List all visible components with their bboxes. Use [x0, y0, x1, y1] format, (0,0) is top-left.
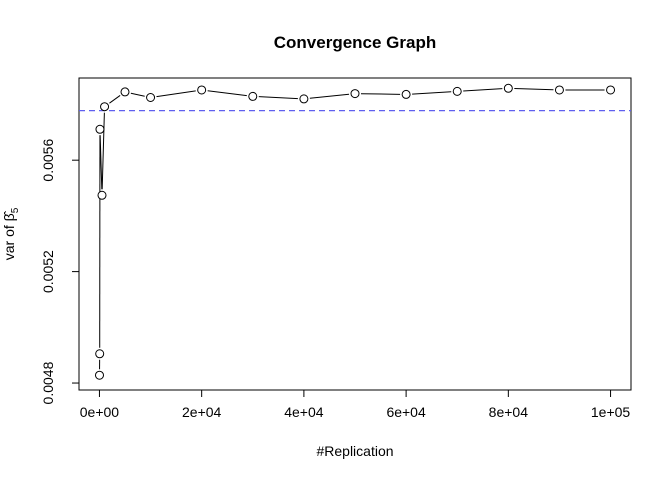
data-point [97, 190, 107, 200]
y-tick-label: 0.0052 [40, 250, 56, 293]
series-segment [258, 96, 298, 100]
x-tick-label: 4e+04 [284, 404, 324, 420]
data-point [248, 91, 258, 101]
y-axis-title-subscript: 5 [10, 207, 21, 213]
data-point [94, 370, 104, 380]
series-segment [309, 93, 350, 99]
x-tick-label: 0e+00 [80, 404, 120, 420]
x-tick-label: 6e+04 [386, 404, 426, 420]
y-axis-title: var of β̂5 [1, 207, 21, 260]
x-tick-label: 8e+04 [489, 404, 529, 420]
data-point [503, 83, 513, 93]
y-tick-label: 0.0056 [40, 139, 56, 182]
series-segment [101, 112, 105, 190]
series-segment [109, 95, 121, 104]
series-segment [130, 92, 145, 97]
series-segment [514, 88, 554, 91]
x-tick-label: 2e+04 [182, 404, 222, 420]
data-point [197, 85, 207, 95]
series-segment [412, 91, 452, 95]
series-segment [207, 90, 247, 97]
data-point [452, 86, 462, 96]
data-point [95, 349, 105, 359]
chart-title: Convergence Graph [274, 33, 437, 52]
x-axis: 0e+00 2e+04 4e+04 6e+04 8e+04 1e+05 [80, 389, 631, 420]
series-segment [463, 88, 503, 92]
y-axis: 0.0048 0.0052 0.0056 [40, 139, 80, 404]
series-segment [360, 93, 401, 95]
data-point [100, 102, 110, 112]
data-point [299, 94, 309, 104]
y-axis-title-prefix: var of [1, 221, 17, 260]
y-tick-label: 0.0048 [40, 361, 56, 404]
series-segment [156, 90, 196, 98]
data-point [350, 89, 360, 99]
data-point [120, 87, 130, 97]
y-axis-title-symbol: β̂ [1, 210, 17, 221]
data-point [554, 85, 564, 95]
data-point [401, 89, 411, 99]
data-point [146, 93, 156, 102]
x-tick-label: 1e+05 [591, 404, 631, 420]
series-segment [99, 135, 103, 190]
series-layer [94, 83, 616, 380]
x-axis-title: #Replication [316, 443, 393, 459]
data-point [95, 124, 105, 134]
svg-text:var of β̂5: var of β̂5 [1, 207, 21, 260]
data-point [606, 85, 616, 95]
